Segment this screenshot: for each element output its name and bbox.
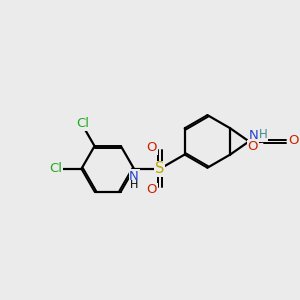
Text: N: N xyxy=(249,129,258,142)
Text: O: O xyxy=(146,142,157,154)
Text: Cl: Cl xyxy=(76,117,89,130)
Text: O: O xyxy=(146,183,157,196)
Text: Cl: Cl xyxy=(49,162,62,176)
Text: O: O xyxy=(248,140,258,154)
Text: S: S xyxy=(155,161,164,176)
Text: H: H xyxy=(259,128,268,141)
Text: O: O xyxy=(288,134,299,147)
Text: N: N xyxy=(129,170,139,183)
Text: H: H xyxy=(130,180,138,190)
